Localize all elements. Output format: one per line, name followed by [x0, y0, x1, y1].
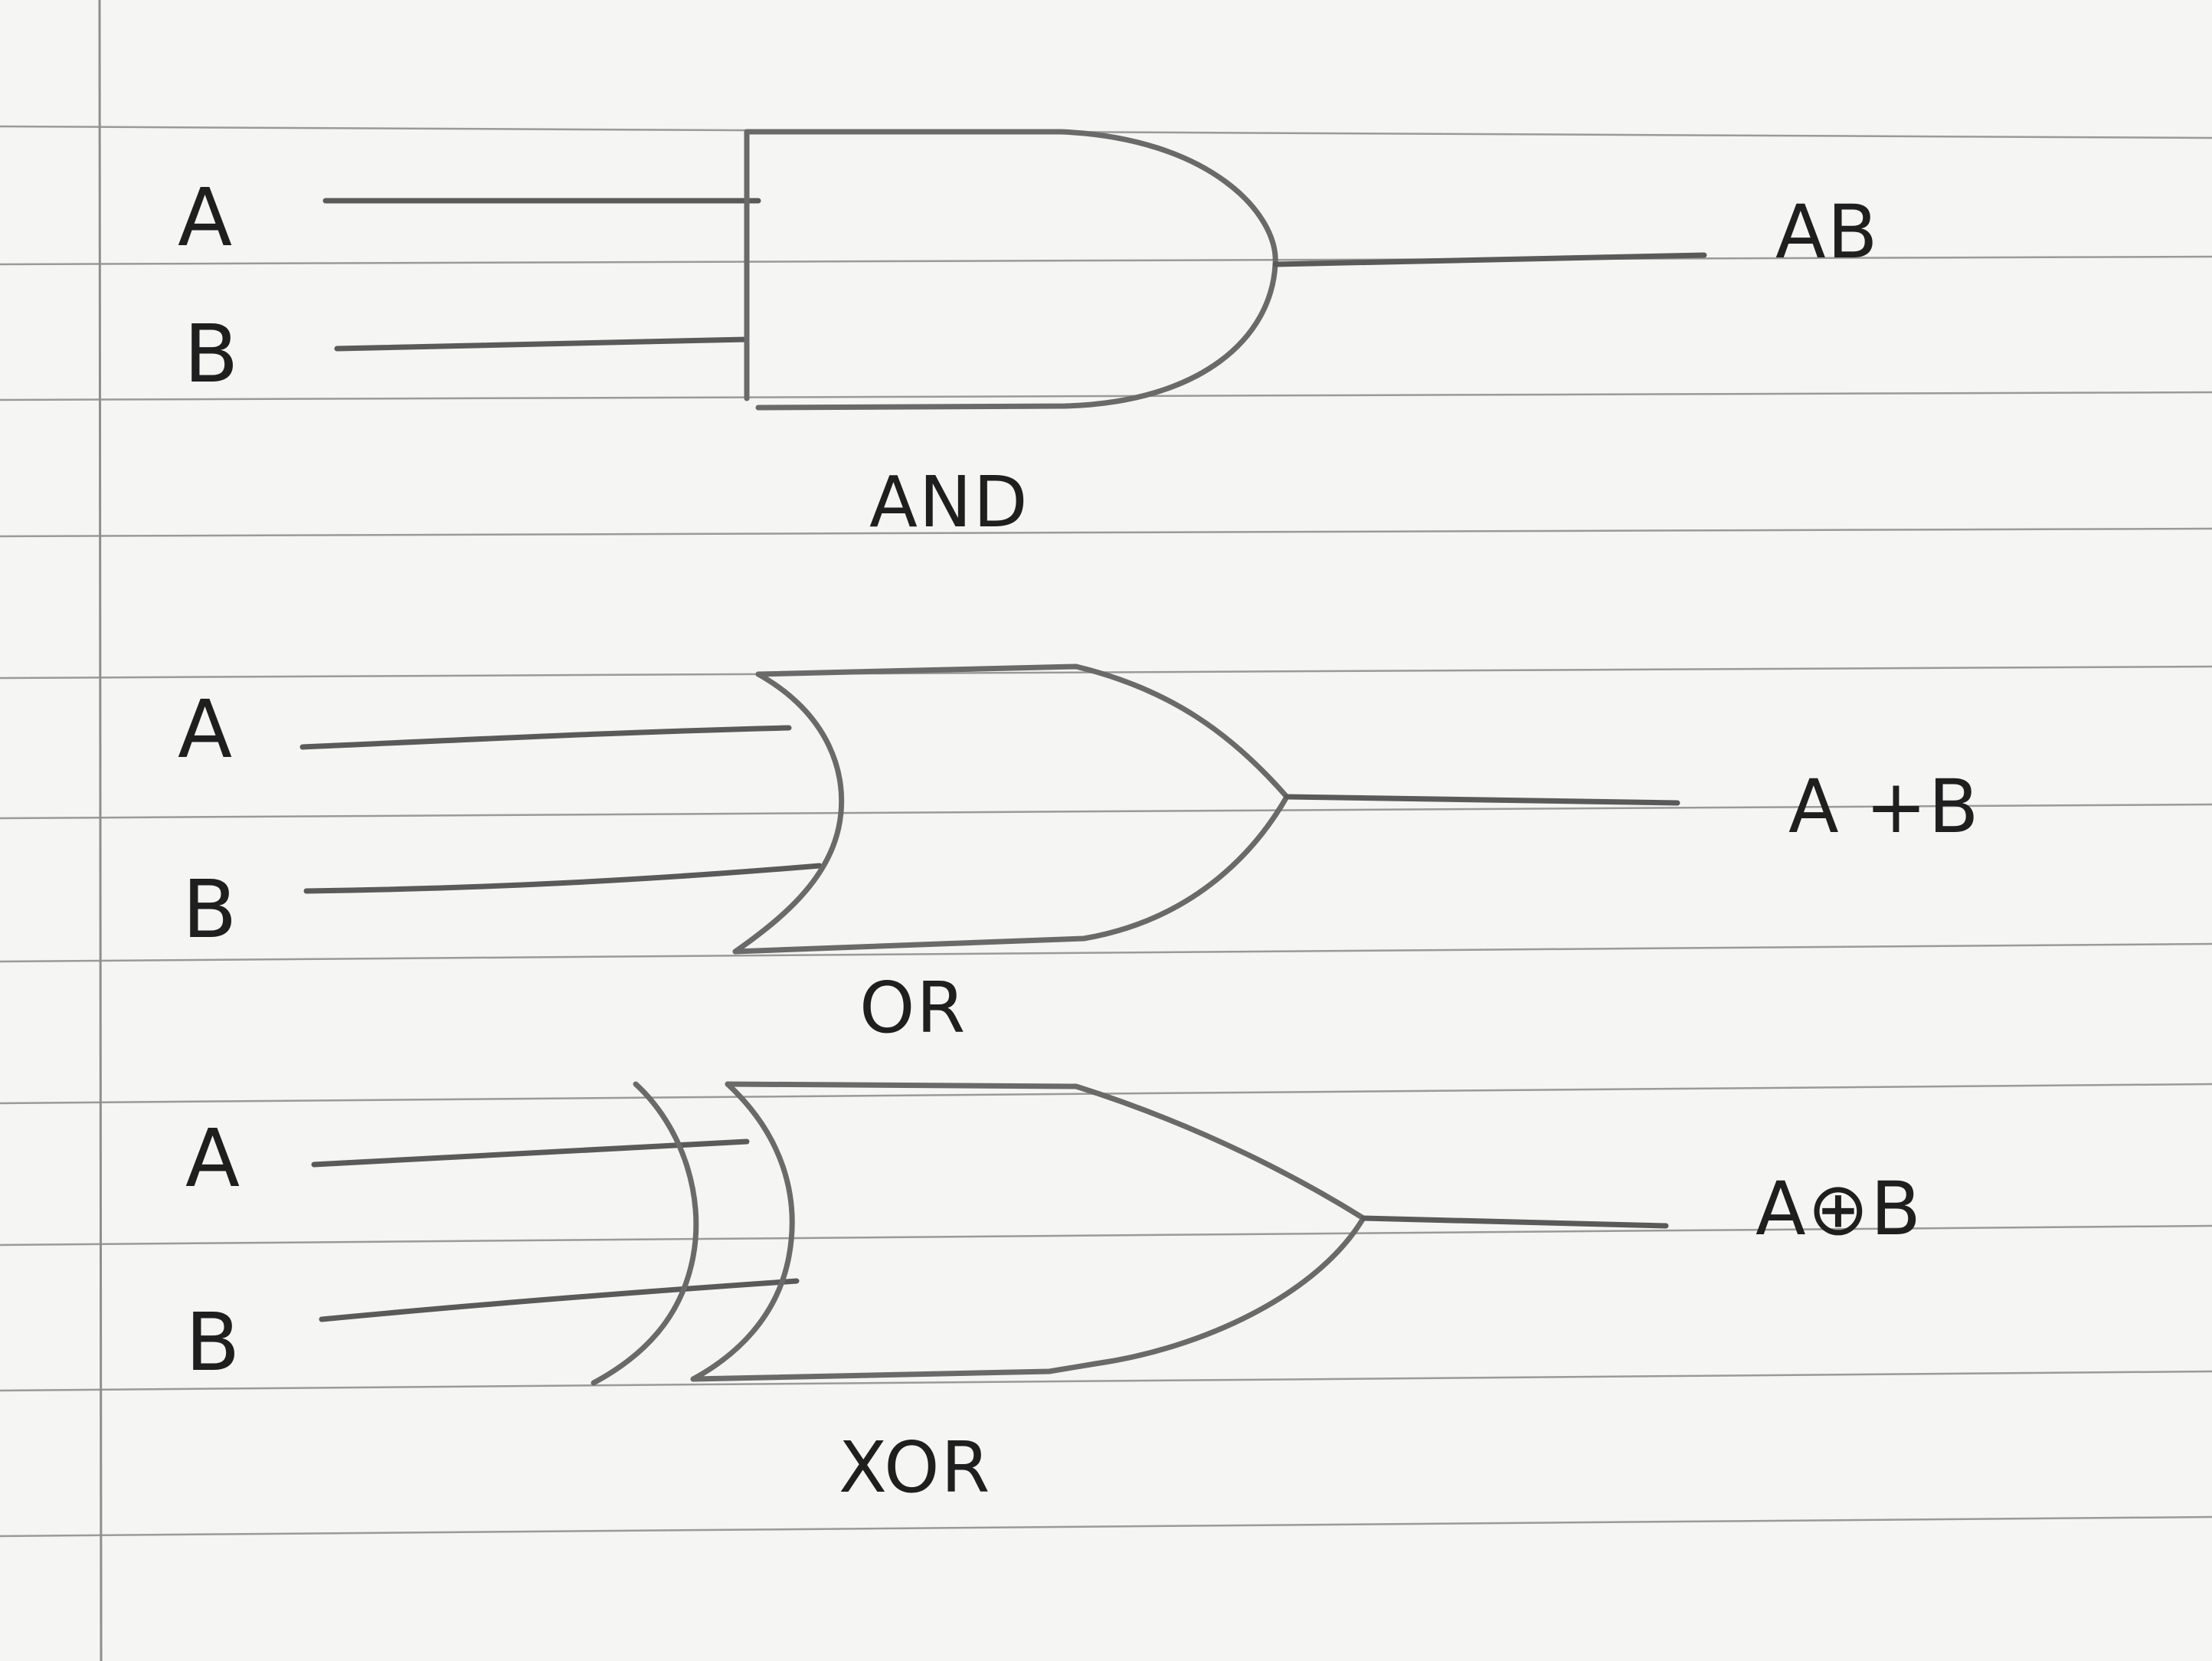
xor-gate-top [725, 1081, 1366, 1221]
xor-gate-name: XOR [839, 1427, 992, 1509]
or-output-wire [1284, 794, 1680, 806]
or-gate-back [732, 671, 845, 955]
xor-input-b-wire [319, 1278, 800, 1322]
xor-gate-back [690, 1081, 795, 1382]
and-gate-body [744, 129, 1278, 411]
or-gate-name: OR [859, 967, 967, 1049]
or-output-label: A +B [1788, 764, 1981, 850]
and-input-a-label: A [178, 171, 234, 264]
xor-gate-bottom [690, 1215, 1366, 1382]
rule-line [0, 527, 2212, 538]
or-gate-top [755, 663, 1290, 800]
rule-line [0, 803, 2212, 820]
xor-output-wire [1360, 1215, 1669, 1229]
rule-line [0, 1370, 2212, 1392]
rule-line [0, 255, 2212, 266]
margin-line [98, 0, 103, 1661]
xor-extra-arc [591, 1081, 699, 1386]
and-gate-name: AND [869, 461, 1029, 543]
xor-gate [311, 1081, 1669, 1386]
rule-line [0, 942, 2212, 963]
and-output-wire [1272, 252, 1707, 267]
and-input-b-wire [334, 336, 750, 352]
xor-input-b-label: B [185, 1296, 242, 1389]
xor-input-a-label: A [185, 1112, 242, 1205]
rule-line [0, 1224, 2212, 1247]
or-input-a-wire [299, 725, 792, 750]
or-gate-bottom [732, 794, 1290, 955]
rule-line [0, 391, 2212, 401]
and-input-b-label: B [184, 307, 241, 401]
or-input-b-wire [303, 863, 823, 894]
or-input-b-label: B [182, 863, 239, 956]
rule-line [0, 125, 2212, 139]
and-gate [322, 129, 1707, 411]
or-input-a-label: A [178, 683, 234, 776]
xor-input-a-wire [311, 1138, 750, 1168]
or-gate [299, 663, 1680, 955]
xor-output-label: A⊕B [1756, 1166, 1922, 1252]
and-output-label: AB [1775, 189, 1880, 275]
rule-line [0, 1515, 2212, 1538]
